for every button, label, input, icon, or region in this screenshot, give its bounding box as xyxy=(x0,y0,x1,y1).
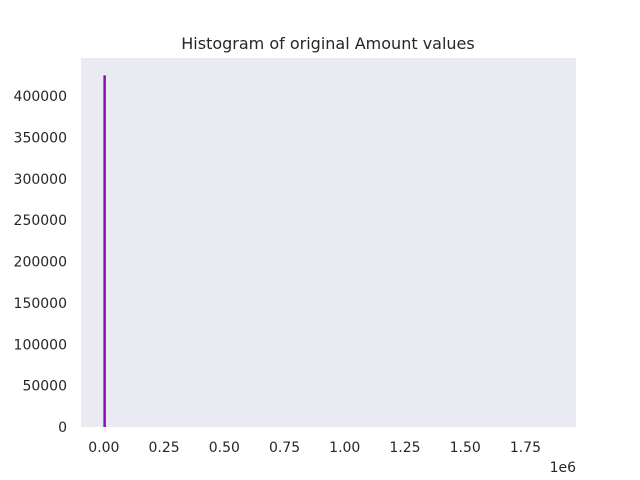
x-axis-ticks: 0.00 0.25 0.50 0.75 1.00 1.25 1.50 1.75 xyxy=(88,440,541,456)
y-tick-label: 150000 xyxy=(14,296,67,312)
y-tick-label: 400000 xyxy=(14,89,67,105)
x-tick-label: 1.25 xyxy=(389,440,420,456)
y-tick-label: 250000 xyxy=(14,213,67,229)
y-tick-label: 0 xyxy=(58,420,67,436)
histogram-bars xyxy=(103,75,106,427)
y-tick-label: 350000 xyxy=(14,130,67,146)
plot-area xyxy=(81,58,576,427)
x-tick-label: 1.50 xyxy=(450,440,481,456)
histogram-bar xyxy=(103,75,106,427)
y-tick-label: 50000 xyxy=(22,379,67,395)
x-tick-label: 0.75 xyxy=(269,440,300,456)
x-tick-label: 0.00 xyxy=(88,440,119,456)
y-tick-label: 100000 xyxy=(14,337,67,353)
x-tick-label: 1.00 xyxy=(329,440,360,456)
chart-title: Histogram of original Amount values xyxy=(181,34,474,53)
x-tick-label: 1.75 xyxy=(510,440,541,456)
y-axis-ticks: 0 50000 100000 150000 200000 250000 300000 3500… xyxy=(14,89,67,436)
x-tick-label: 0.25 xyxy=(149,440,180,456)
y-tick-label: 300000 xyxy=(14,172,67,188)
y-tick-label: 200000 xyxy=(14,255,67,271)
x-tick-label: 0.50 xyxy=(209,440,240,456)
x-axis-offset-label: 1e6 xyxy=(550,460,577,476)
